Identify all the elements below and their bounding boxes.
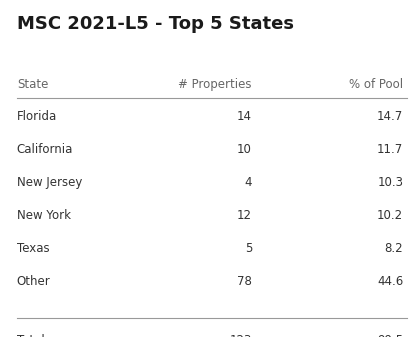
Text: 78: 78 [237,275,252,288]
Text: MSC 2021-L5 - Top 5 States: MSC 2021-L5 - Top 5 States [17,15,294,33]
Text: Other: Other [17,275,50,288]
Text: # Properties: # Properties [178,78,252,91]
Text: 10.3: 10.3 [377,176,403,189]
Text: 99.5: 99.5 [377,334,403,337]
Text: New York: New York [17,209,71,222]
Text: 4: 4 [244,176,252,189]
Text: % of Pool: % of Pool [349,78,403,91]
Text: 10.2: 10.2 [377,209,403,222]
Text: California: California [17,143,73,156]
Text: 44.6: 44.6 [377,275,403,288]
Text: 12: 12 [237,209,252,222]
Text: 11.7: 11.7 [377,143,403,156]
Text: State: State [17,78,48,91]
Text: 123: 123 [230,334,252,337]
Text: 8.2: 8.2 [385,242,403,255]
Text: Texas: Texas [17,242,50,255]
Text: Florida: Florida [17,110,57,123]
Text: 10: 10 [237,143,252,156]
Text: New Jersey: New Jersey [17,176,82,189]
Text: Total: Total [17,334,45,337]
Text: 14: 14 [237,110,252,123]
Text: 14.7: 14.7 [377,110,403,123]
Text: 5: 5 [244,242,252,255]
